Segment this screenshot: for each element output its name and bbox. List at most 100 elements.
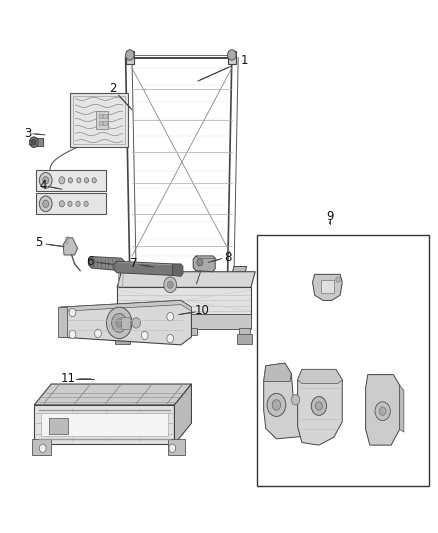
Polygon shape <box>174 384 191 444</box>
Polygon shape <box>88 256 124 271</box>
Polygon shape <box>298 369 342 445</box>
Circle shape <box>69 308 76 317</box>
Circle shape <box>39 196 52 212</box>
Circle shape <box>311 397 327 415</box>
Polygon shape <box>115 334 130 344</box>
Polygon shape <box>60 301 191 311</box>
Polygon shape <box>366 375 399 445</box>
Bar <box>99 121 102 125</box>
Text: 7: 7 <box>131 257 138 270</box>
Circle shape <box>315 402 322 410</box>
Circle shape <box>77 177 81 183</box>
Circle shape <box>141 332 148 340</box>
Circle shape <box>76 201 80 206</box>
Bar <box>99 114 102 118</box>
Polygon shape <box>117 328 128 335</box>
Polygon shape <box>230 266 247 282</box>
Circle shape <box>167 312 173 321</box>
Circle shape <box>106 307 132 338</box>
Polygon shape <box>49 418 68 434</box>
Text: 9: 9 <box>326 211 333 223</box>
Circle shape <box>69 330 76 338</box>
Text: 10: 10 <box>194 304 209 317</box>
Circle shape <box>84 201 88 206</box>
Polygon shape <box>114 261 177 276</box>
Text: 3: 3 <box>24 127 32 140</box>
Bar <box>95 110 108 130</box>
Circle shape <box>59 176 65 184</box>
Polygon shape <box>34 384 191 405</box>
Circle shape <box>197 259 203 266</box>
Text: 1: 1 <box>241 54 248 67</box>
Circle shape <box>43 176 49 184</box>
Polygon shape <box>399 385 404 432</box>
Polygon shape <box>193 256 215 272</box>
Polygon shape <box>34 405 174 444</box>
Text: 11: 11 <box>61 373 76 385</box>
Polygon shape <box>172 264 183 277</box>
Circle shape <box>88 258 95 266</box>
Circle shape <box>375 402 390 421</box>
Polygon shape <box>32 439 51 455</box>
Bar <box>71 93 128 148</box>
Polygon shape <box>240 328 250 335</box>
Circle shape <box>167 281 173 288</box>
Circle shape <box>167 334 173 343</box>
Circle shape <box>164 277 177 293</box>
Circle shape <box>267 393 286 416</box>
Circle shape <box>291 394 300 405</box>
Polygon shape <box>121 266 138 282</box>
Circle shape <box>43 200 49 207</box>
Polygon shape <box>60 301 191 345</box>
Polygon shape <box>264 363 291 382</box>
Text: 4: 4 <box>39 179 46 192</box>
Circle shape <box>85 177 88 183</box>
Circle shape <box>116 319 123 327</box>
Polygon shape <box>298 369 342 384</box>
Polygon shape <box>237 334 252 344</box>
Polygon shape <box>35 138 43 147</box>
Text: 2: 2 <box>109 83 117 95</box>
Circle shape <box>32 140 36 145</box>
Polygon shape <box>126 51 134 64</box>
Circle shape <box>272 400 281 410</box>
Circle shape <box>336 277 340 282</box>
Text: 8: 8 <box>224 251 231 264</box>
Bar <box>73 96 125 144</box>
Circle shape <box>95 329 101 337</box>
Circle shape <box>68 177 73 183</box>
Circle shape <box>379 407 386 415</box>
Circle shape <box>39 173 52 188</box>
Circle shape <box>169 444 176 453</box>
Circle shape <box>228 50 236 60</box>
Polygon shape <box>41 413 168 436</box>
Polygon shape <box>228 51 236 64</box>
Circle shape <box>132 318 141 328</box>
Circle shape <box>30 137 38 148</box>
Polygon shape <box>117 287 251 319</box>
Polygon shape <box>313 274 342 301</box>
Bar <box>103 114 106 118</box>
Bar <box>103 121 106 125</box>
Polygon shape <box>168 439 185 455</box>
Circle shape <box>68 201 72 206</box>
Polygon shape <box>63 238 78 255</box>
Bar <box>121 317 130 329</box>
Bar <box>36 193 106 214</box>
Polygon shape <box>117 313 251 329</box>
Polygon shape <box>321 279 334 293</box>
Circle shape <box>126 50 134 60</box>
Polygon shape <box>264 363 311 439</box>
Bar <box>36 170 106 191</box>
Circle shape <box>92 177 96 183</box>
Polygon shape <box>196 256 215 258</box>
Polygon shape <box>117 272 255 287</box>
Polygon shape <box>186 328 197 335</box>
Circle shape <box>59 201 64 207</box>
Polygon shape <box>146 328 156 335</box>
Text: 5: 5 <box>35 237 42 249</box>
Bar <box>257 235 429 486</box>
Circle shape <box>112 313 127 332</box>
Polygon shape <box>58 307 67 337</box>
Text: 6: 6 <box>86 255 93 268</box>
